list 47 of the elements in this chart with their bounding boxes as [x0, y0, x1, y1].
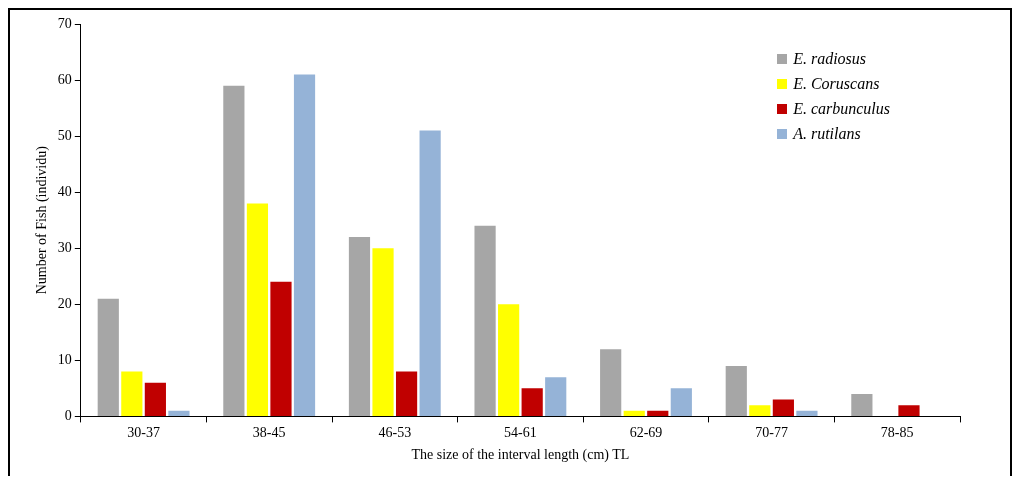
legend-label: E. Coruscans	[793, 75, 880, 93]
legend-label: E. radiosus	[793, 50, 867, 68]
bar	[144, 382, 166, 416]
bar	[796, 410, 818, 416]
x-tick-label: 78-85	[880, 425, 914, 441]
bar	[97, 298, 119, 416]
bar	[121, 371, 143, 416]
bar	[600, 349, 622, 416]
bar	[348, 237, 371, 416]
bar	[168, 410, 190, 416]
y-axis-title: Number of Fish (individu)	[34, 145, 51, 295]
y-tick-label: 30	[57, 239, 72, 255]
y-tick-label: 20	[57, 295, 72, 311]
y-tick-label: 40	[57, 183, 72, 199]
bar	[372, 248, 394, 416]
bar	[749, 405, 771, 416]
bar	[293, 74, 316, 416]
bar	[647, 410, 669, 416]
bar	[623, 410, 645, 416]
bar	[270, 281, 292, 416]
bar	[246, 203, 269, 416]
bar	[670, 388, 692, 416]
bar	[223, 85, 245, 416]
legend-label: A. rutilans	[793, 125, 861, 143]
bar	[498, 304, 520, 416]
x-tick-label: 70-77	[755, 425, 788, 441]
bar	[898, 405, 920, 416]
bar	[772, 399, 794, 416]
bar	[725, 365, 747, 416]
bar	[521, 388, 543, 416]
bar	[419, 130, 441, 416]
y-tick-label: 0	[64, 408, 72, 424]
y-tick-label: 70	[57, 15, 72, 31]
bar	[851, 393, 873, 416]
x-tick-label: 46-53	[378, 425, 412, 441]
y-tick-label: 60	[57, 71, 72, 87]
legend-label: E. carbunculus	[793, 100, 890, 118]
y-tick-label: 10	[57, 352, 72, 368]
x-tick-label: 62-69	[629, 425, 663, 441]
x-tick-label: 30-37	[127, 425, 160, 441]
x-axis-title: The size of the interval length (cm) TL	[411, 447, 630, 464]
bar	[474, 225, 496, 416]
bar	[545, 377, 567, 416]
x-tick-label: 38-45	[252, 425, 286, 441]
y-tick-label: 50	[57, 127, 72, 143]
x-tick-label: 54-61	[504, 425, 537, 441]
bar	[395, 371, 418, 416]
